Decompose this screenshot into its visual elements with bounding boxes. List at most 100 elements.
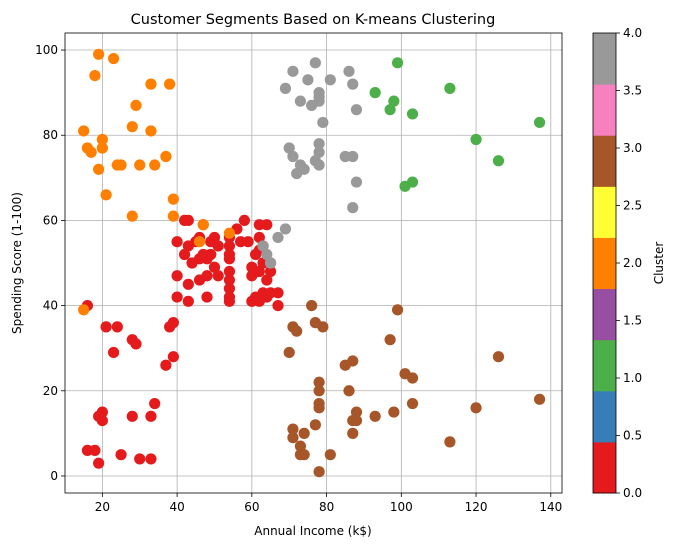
data-point-cluster-4 xyxy=(302,74,314,86)
data-point-cluster-3 xyxy=(350,406,363,418)
data-point-cluster-1 xyxy=(406,176,419,188)
data-point-cluster-2 xyxy=(78,125,90,137)
data-point-cluster-3 xyxy=(287,423,299,435)
colorbar-tick-label: 1.5 xyxy=(623,314,642,328)
data-point-cluster-4 xyxy=(298,163,310,175)
data-point-cluster-0 xyxy=(171,236,183,248)
plot-frame xyxy=(64,32,563,494)
colorbar-tick-label: 0.5 xyxy=(623,429,642,443)
colorbar-segment xyxy=(593,390,616,443)
x-tick-label: 100 xyxy=(390,500,413,514)
data-point-cluster-0 xyxy=(253,265,265,278)
data-point-cluster-4 xyxy=(350,104,363,116)
colorbar-tick-label: 4.0 xyxy=(623,26,642,40)
data-point-cluster-1 xyxy=(533,116,546,129)
data-point-cluster-0 xyxy=(182,214,194,227)
colorbar-label: Cluster xyxy=(652,242,666,285)
data-point-cluster-0 xyxy=(93,457,105,469)
data-point-cluster-3 xyxy=(309,419,321,431)
data-point-cluster-1 xyxy=(384,104,396,116)
data-point-cluster-0 xyxy=(272,299,284,312)
colorbar-segment xyxy=(593,84,616,136)
data-point-cluster-2 xyxy=(78,304,90,316)
colorbar-segment xyxy=(593,441,616,494)
data-point-cluster-3 xyxy=(313,385,325,397)
y-tick-label: 60 xyxy=(43,213,58,227)
data-point-cluster-4 xyxy=(309,57,321,69)
data-point-cluster-0 xyxy=(167,317,179,329)
colorbar-segment xyxy=(593,186,616,238)
data-point-cluster-3 xyxy=(291,325,303,337)
data-point-cluster-4 xyxy=(261,248,273,261)
data-point-cluster-1 xyxy=(369,87,381,99)
data-point-cluster-2 xyxy=(93,48,105,60)
colorbar: 0.0 0.5 1.0 1.5 2.0 2.5 3.0 3.5 4.0 xyxy=(592,26,642,500)
data-point-cluster-2 xyxy=(160,150,172,163)
data-point-cluster-4 xyxy=(347,150,359,163)
colorbar-tick-label: 3.0 xyxy=(623,141,642,155)
data-point-cluster-4 xyxy=(287,150,299,163)
data-point-cluster-4 xyxy=(294,95,307,107)
data-point-cluster-0 xyxy=(107,346,120,359)
data-point-cluster-0 xyxy=(130,338,142,350)
x-axis-label: Annual Income (k$) xyxy=(254,524,371,538)
data-point-cluster-0 xyxy=(115,449,127,461)
data-point-cluster-4 xyxy=(313,159,325,171)
data-point-cluster-0 xyxy=(212,270,224,282)
data-point-cluster-0 xyxy=(242,236,254,248)
x-tick-label: 20 xyxy=(95,500,110,514)
data-point-cluster-4 xyxy=(317,116,329,129)
data-point-cluster-3 xyxy=(388,406,400,418)
x-tick-label: 120 xyxy=(465,500,488,514)
data-point-cluster-4 xyxy=(287,65,299,77)
data-point-cluster-4 xyxy=(313,95,325,107)
data-point-cluster-3 xyxy=(347,355,359,367)
data-point-cluster-1 xyxy=(406,108,419,120)
data-point-cluster-1 xyxy=(492,155,505,167)
data-point-cluster-0 xyxy=(201,291,213,303)
data-point-cluster-3 xyxy=(470,402,482,414)
data-point-cluster-3 xyxy=(298,427,310,439)
data-point-cluster-1 xyxy=(444,82,456,94)
data-point-cluster-4 xyxy=(313,138,325,150)
data-point-cluster-1 xyxy=(391,57,404,69)
data-point-cluster-0 xyxy=(223,282,236,295)
data-point-cluster-4 xyxy=(257,240,269,252)
data-point-cluster-0 xyxy=(96,414,108,427)
y-tick-label: 40 xyxy=(43,299,58,313)
data-point-cluster-3 xyxy=(294,440,307,452)
data-point-cluster-4 xyxy=(324,74,336,86)
data-point-cluster-2 xyxy=(100,189,112,201)
data-point-cluster-1 xyxy=(470,133,482,146)
chart-title: Customer Segments Based on K-means Clust… xyxy=(131,12,496,28)
data-point-cluster-2 xyxy=(115,159,127,171)
data-point-cluster-0 xyxy=(238,214,250,227)
data-point-cluster-0 xyxy=(208,261,221,273)
data-point-cluster-4 xyxy=(347,78,359,90)
data-point-cluster-0 xyxy=(205,248,217,261)
data-point-cluster-0 xyxy=(261,219,273,231)
data-point-cluster-0 xyxy=(223,240,236,252)
data-point-cluster-4 xyxy=(283,142,295,154)
data-point-cluster-3 xyxy=(369,410,381,422)
colorbar-segment xyxy=(593,288,616,341)
data-point-cluster-1 xyxy=(388,95,400,107)
data-point-cluster-3 xyxy=(406,397,419,410)
data-point-cluster-0 xyxy=(134,453,146,465)
data-point-cluster-3 xyxy=(313,402,325,414)
data-point-cluster-3 xyxy=(317,321,329,333)
data-point-cluster-0 xyxy=(223,253,236,265)
data-point-cluster-0 xyxy=(223,295,236,307)
data-point-cluster-0 xyxy=(264,265,277,278)
data-point-cluster-3 xyxy=(384,334,396,346)
data-point-cluster-3 xyxy=(347,427,359,439)
data-point-cluster-2 xyxy=(130,99,142,112)
data-point-cluster-4 xyxy=(272,231,284,244)
colorbar-segment xyxy=(593,237,616,290)
data-point-cluster-0 xyxy=(253,231,265,244)
colorbar-tick-label: 3.5 xyxy=(623,84,642,98)
data-point-cluster-0 xyxy=(160,359,172,371)
data-point-cluster-3 xyxy=(533,393,546,405)
data-point-cluster-4 xyxy=(350,176,363,188)
